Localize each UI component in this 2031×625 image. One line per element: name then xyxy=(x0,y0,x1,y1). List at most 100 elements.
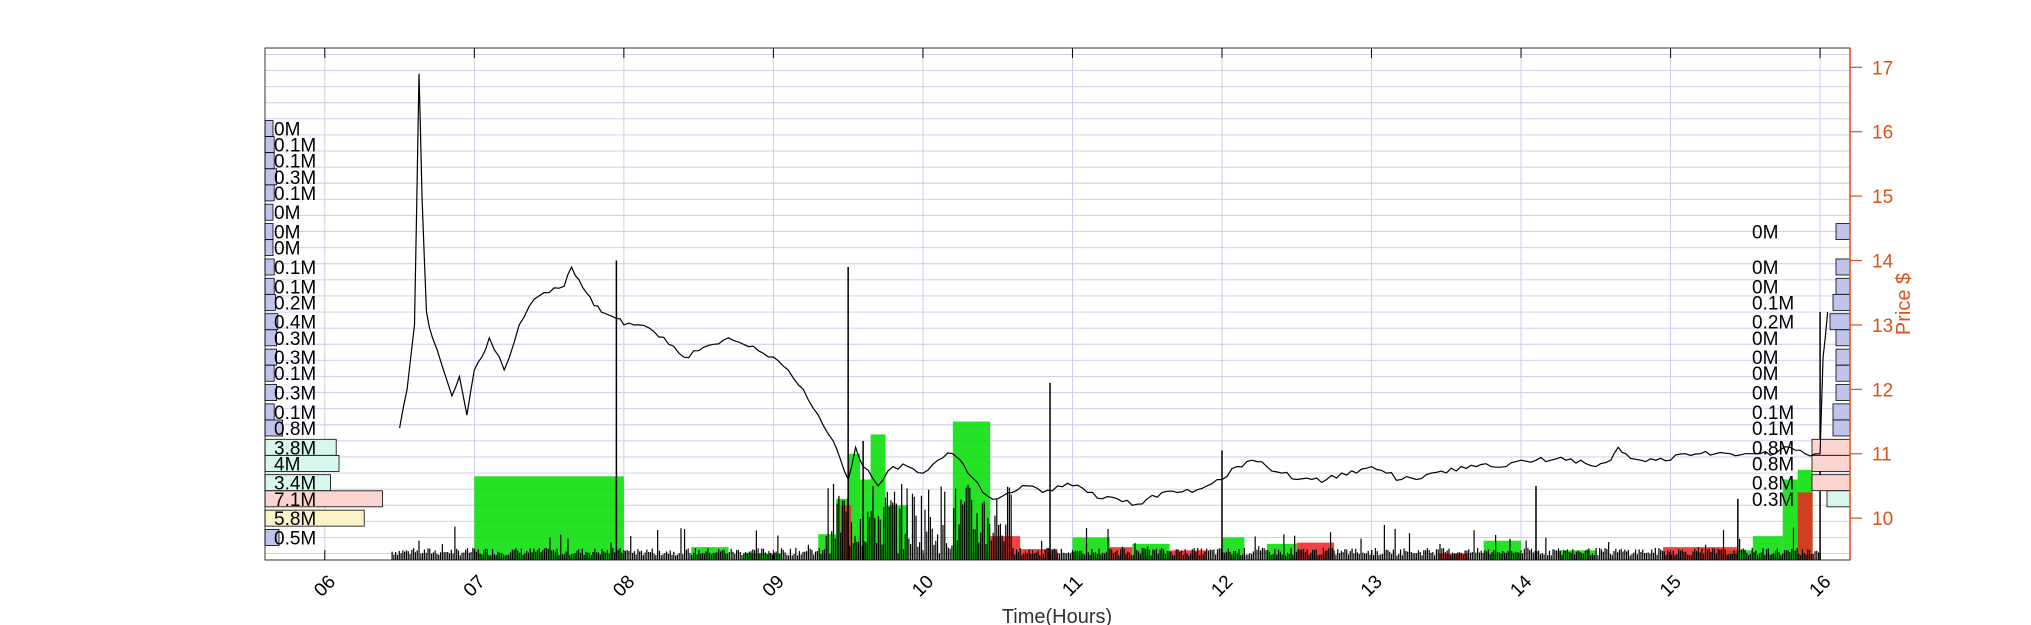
profile-label-left: 0M xyxy=(274,223,300,244)
profile-bar-left xyxy=(264,203,274,221)
profile-label-left: 0.1M xyxy=(274,277,316,298)
profile-bar-right xyxy=(1829,313,1851,331)
profile-label-right: 0.1M xyxy=(1752,403,1794,424)
profile-bar-right xyxy=(1826,490,1851,508)
profile-bar-right xyxy=(1835,329,1851,347)
profile-label-left: 3.8M xyxy=(274,438,316,459)
price-tick-label: 14 xyxy=(1872,252,1894,273)
profile-label-left: 0.1M xyxy=(274,184,316,205)
profile-label-right: 0.8M xyxy=(1752,474,1794,495)
profile-label-right: 0M xyxy=(1752,258,1778,279)
x-tick-label: 12 xyxy=(1207,571,1237,601)
price-tick-label: 10 xyxy=(1872,509,1893,530)
tick-spikes xyxy=(391,260,1821,560)
volume-bar-buy xyxy=(860,479,871,560)
profile-bar-left xyxy=(264,364,275,382)
profile-label-left: 0M xyxy=(274,120,300,141)
profile-label-left: 0.3M xyxy=(274,348,316,369)
profile-label-left: 0M xyxy=(274,203,300,224)
profile-label-left: 0.3M xyxy=(274,384,316,405)
profile-label-left: 0.3M xyxy=(274,329,316,350)
profile-bar-left xyxy=(264,223,274,240)
x-tick-label: 11 xyxy=(1058,572,1087,601)
volume-bar-buy xyxy=(474,476,624,560)
x-tick-label: 07 xyxy=(460,571,490,601)
profile-label-right: 0M xyxy=(1752,223,1778,244)
price-tick-label: 17 xyxy=(1872,58,1893,79)
profile-bar-left xyxy=(264,239,274,257)
profile-label-right: 0.1M xyxy=(1752,293,1794,314)
profile-label-right: 0M xyxy=(1752,384,1778,405)
profile-label-right: 0.8M xyxy=(1752,454,1794,475)
profile-label-left: 0.1M xyxy=(274,258,316,279)
profile-label-left: 7.1M xyxy=(274,490,316,511)
profile-label-right: 0.1M xyxy=(1752,419,1794,440)
profile-bar-right xyxy=(1832,419,1851,437)
price-tick-label: 15 xyxy=(1872,187,1893,208)
profile-label-right: 0.8M xyxy=(1752,438,1794,459)
price-axis-title: Price $ xyxy=(1893,273,1915,335)
profile-label-left: 0M xyxy=(274,239,300,260)
volume-bar-sell xyxy=(1169,550,1208,560)
price-tick-label: 13 xyxy=(1872,316,1893,337)
profile-label-left: 0.1M xyxy=(274,403,316,424)
volume-bar-buy xyxy=(848,453,861,560)
volume-bar-sell xyxy=(1020,549,1058,560)
profile-label-right: 0.2M xyxy=(1752,313,1794,334)
profile-bar-right xyxy=(1832,403,1851,421)
x-tick-label: 06 xyxy=(310,571,340,601)
profile-label-left: 0.1M xyxy=(274,136,316,157)
profile-label-left: 0.1M xyxy=(274,364,316,385)
profile-bar-right xyxy=(1811,438,1851,456)
volume-profile: 0M0.1M0.1M0.3M0.1M0M0M0M0.1M0.1M0.2M0.4M… xyxy=(264,120,1851,549)
profile-label-left: 5.8M xyxy=(274,509,316,530)
x-tick-label: 13 xyxy=(1357,571,1387,601)
profile-bar-right xyxy=(1835,348,1851,366)
x-tick-label: 16 xyxy=(1806,571,1836,601)
profile-label-left: 0.1M xyxy=(274,152,316,173)
profile-bar-left xyxy=(264,403,275,421)
profile-bar-right xyxy=(1811,454,1851,472)
profile-bar-right xyxy=(1835,277,1851,295)
profile-label-left: 4M xyxy=(274,454,300,475)
price-tick-label: 12 xyxy=(1872,380,1893,401)
profile-bar-left xyxy=(264,120,274,137)
x-tick-label: 15 xyxy=(1656,571,1686,601)
profile-bar-left xyxy=(264,136,275,154)
price-tick-label: 16 xyxy=(1872,123,1893,144)
profile-bar-left xyxy=(264,277,275,295)
x-tick-label: 14 xyxy=(1506,571,1536,601)
profile-bar-right xyxy=(1835,364,1851,382)
profile-bar-left xyxy=(264,184,275,202)
profile-bar-right xyxy=(1835,258,1851,276)
profile-label-left: 0.3M xyxy=(274,168,316,189)
profile-label-left: 0.2M xyxy=(274,293,316,314)
profile-bar-right xyxy=(1811,474,1851,492)
profile-label-right: 0M xyxy=(1752,364,1778,385)
plot-background xyxy=(265,48,1850,560)
profile-bar-right xyxy=(1835,384,1851,401)
price-tick-label: 11 xyxy=(1872,445,1892,466)
x-tick-label: 08 xyxy=(609,571,639,601)
x-tick-label: 09 xyxy=(759,571,789,601)
profile-bar-left xyxy=(264,258,275,276)
price-line xyxy=(399,73,1829,506)
profile-bar-right xyxy=(1832,293,1851,311)
price-axis: 10 11 12 13 14 15 16 17 xyxy=(1850,58,1894,530)
x-axis-title: Time(Hours) xyxy=(1002,606,1112,625)
profile-bar-left xyxy=(264,152,275,170)
volume-bar-buy xyxy=(1072,537,1110,560)
profile-label-left: 0.4M xyxy=(274,313,316,334)
volume-bar-sell xyxy=(1797,492,1813,560)
profile-label-left: 0.8M xyxy=(274,419,316,440)
profile-label-right: 0.3M xyxy=(1752,490,1794,511)
x-tick-label: 10 xyxy=(908,571,938,601)
profile-label-right: 0M xyxy=(1752,329,1778,350)
profile-label-left: 3.4M xyxy=(274,474,316,495)
profile-label-left: 0.5M xyxy=(274,528,316,549)
profile-label-right: 0M xyxy=(1752,277,1778,298)
profile-bar-right xyxy=(1835,223,1851,240)
volume-bar-buy xyxy=(1558,550,1596,560)
price-series xyxy=(399,73,1829,506)
